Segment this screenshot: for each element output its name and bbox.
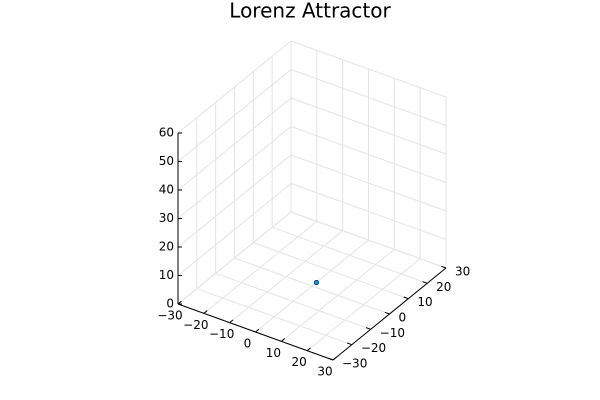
y-tick-label: 0 xyxy=(399,311,407,325)
grid-line xyxy=(215,272,371,330)
grid-line xyxy=(290,40,447,98)
y-tick xyxy=(441,265,447,269)
x-tick-label: 10 xyxy=(266,346,281,360)
grid-line xyxy=(271,226,428,284)
grid-line xyxy=(177,183,292,276)
grid-line xyxy=(290,97,447,155)
grid-line xyxy=(196,288,353,346)
y-tick-label: 10 xyxy=(417,295,432,309)
y-tick-label: 20 xyxy=(436,280,451,294)
z-tick-label: 40 xyxy=(159,183,174,197)
x-tick-label: −10 xyxy=(209,327,234,341)
x-tick-label: 20 xyxy=(292,355,307,369)
y-tick xyxy=(365,327,371,330)
grid-line xyxy=(177,154,292,248)
y-tick-label: −10 xyxy=(380,326,405,340)
z-tick-label: 50 xyxy=(159,154,174,168)
y-tick xyxy=(347,342,353,346)
grid-line xyxy=(290,154,447,212)
grid-line xyxy=(177,126,292,219)
x-tick xyxy=(255,328,260,333)
y-tick xyxy=(328,357,334,361)
x-tick xyxy=(229,319,234,324)
y-tick xyxy=(403,296,409,300)
z-tick-label: 10 xyxy=(159,268,174,282)
grid-line xyxy=(290,126,447,183)
z-tick-label: 20 xyxy=(159,240,174,254)
grid-line xyxy=(177,69,292,162)
x-tick-label: 0 xyxy=(244,337,252,351)
y-tick xyxy=(422,281,428,284)
x-tick xyxy=(281,338,286,342)
x-tick-label: 30 xyxy=(317,365,332,379)
x-tick-label: −20 xyxy=(183,318,208,332)
x-tick xyxy=(203,310,208,314)
grid-line xyxy=(177,211,292,305)
grid-line xyxy=(253,242,409,300)
chart-title: Lorenz Attractor xyxy=(229,0,391,23)
grid-line xyxy=(290,183,447,240)
point xyxy=(313,280,319,286)
z-tick-label: 60 xyxy=(159,126,174,140)
x-tick xyxy=(332,356,337,361)
grid-line xyxy=(234,257,390,315)
y-tick xyxy=(384,311,390,315)
y-tick-label: −20 xyxy=(361,341,386,355)
grid-line xyxy=(290,211,447,269)
z-tick-label: 0 xyxy=(166,297,174,311)
y-tick-label: −30 xyxy=(342,357,367,371)
grid-line xyxy=(177,97,292,191)
x-tick-label: −30 xyxy=(157,309,182,323)
z-tick-label: 30 xyxy=(159,211,174,225)
grid-line xyxy=(177,40,292,134)
y-tick-label: 30 xyxy=(455,265,470,279)
x-tick xyxy=(306,347,311,352)
grid-line xyxy=(290,69,447,126)
